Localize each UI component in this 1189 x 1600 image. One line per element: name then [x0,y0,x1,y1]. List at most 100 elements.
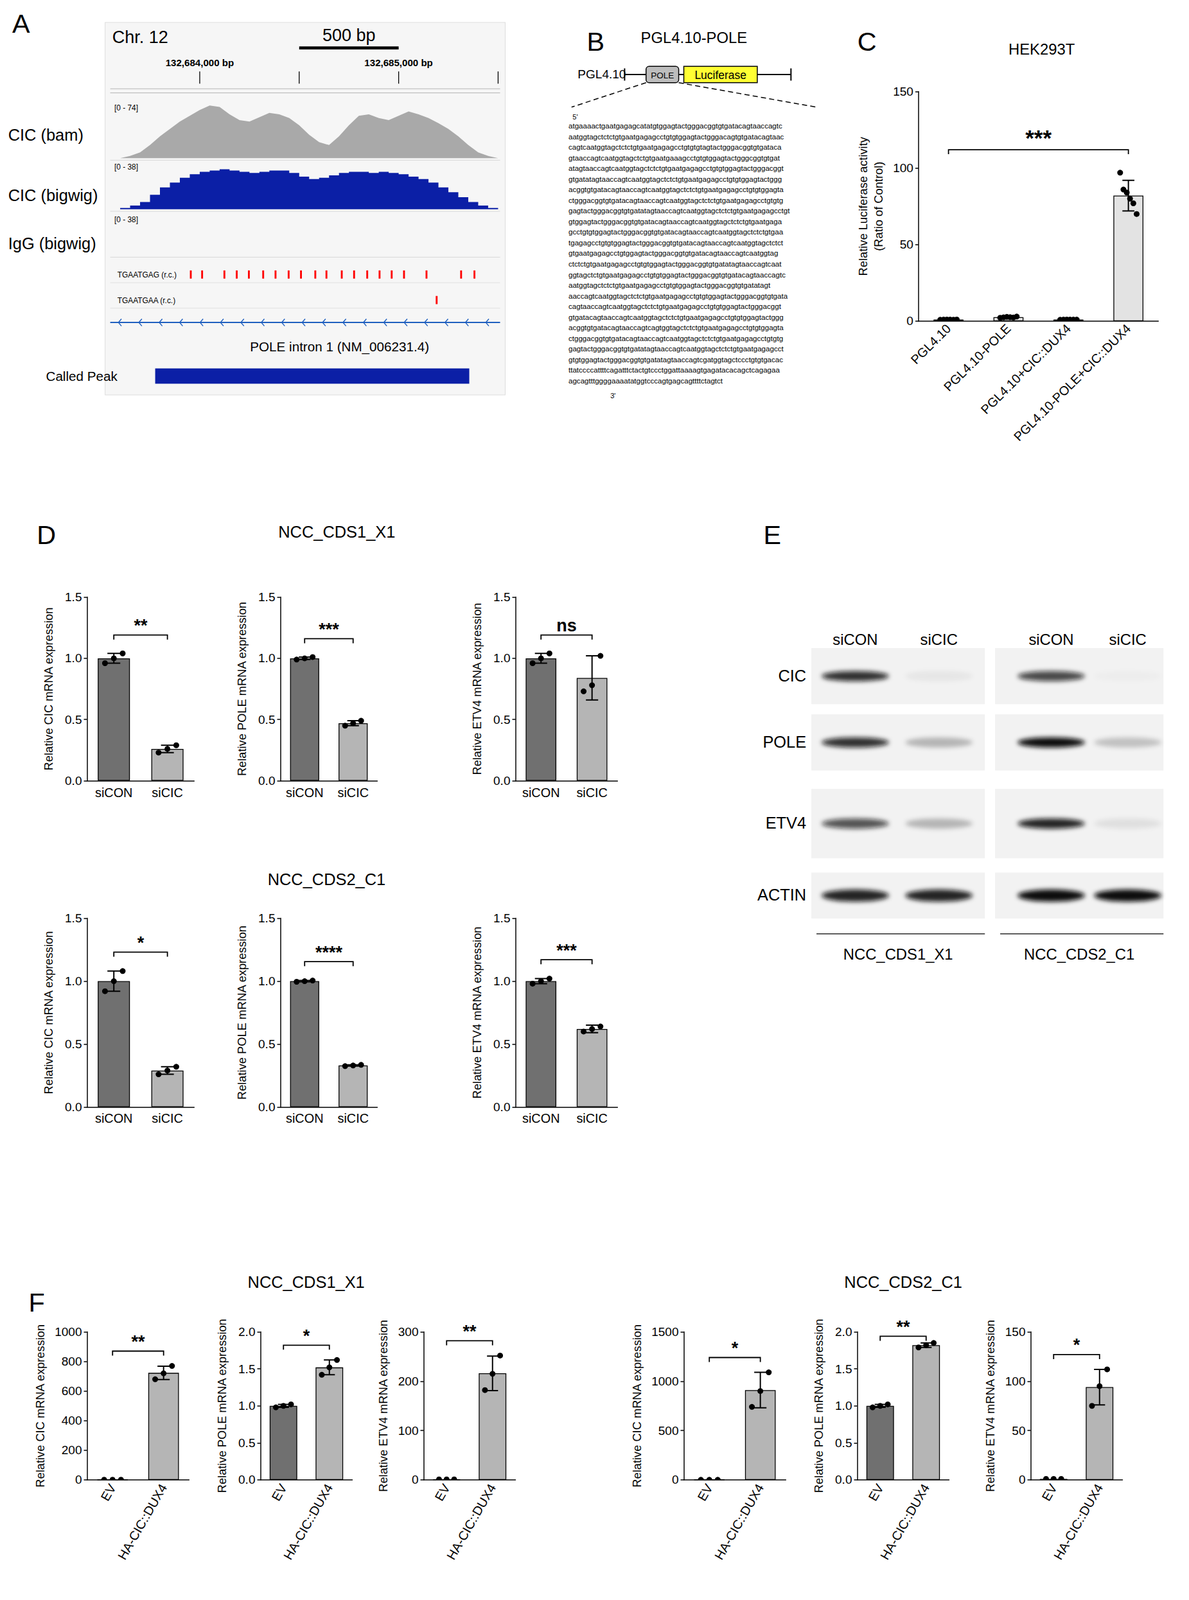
svg-text:PGL4.10-POLE+CIC::DUX4: PGL4.10-POLE+CIC::DUX4 [1011,321,1134,445]
svg-text:1.0: 1.0 [64,974,82,988]
svg-text:50: 50 [1012,1424,1026,1438]
svg-text:gcctgtgtggagtactgggacggtgtgata: gcctgtgtggagtactgggacggtgtgatacagtaaccag… [568,228,784,236]
svg-text:siCON: siCON [95,1111,133,1127]
svg-text:siCIC: siCIC [576,1111,608,1127]
svg-text:POLE: POLE [762,732,807,751]
svg-text:siCON: siCON [285,1111,324,1127]
svg-text:[0 - 38]: [0 - 38] [114,215,139,225]
svg-text:1.0: 1.0 [493,651,511,665]
svg-text:500: 500 [658,1424,679,1438]
svg-text:Relative Luciferase activity: Relative Luciferase activity [856,136,870,277]
svg-text:****: **** [315,942,344,963]
svg-text:Relative POLE mRNA expression: Relative POLE mRNA expression [235,601,249,776]
svg-text:Luciferase: Luciferase [694,68,747,82]
svg-text:gagtactgggacggtgtgatatagtaacca: gagtactgggacggtgtgatatagtaaccagtcaatggta… [568,344,785,353]
svg-text:0.0: 0.0 [493,774,511,788]
svg-text:HEK293T: HEK293T [1008,41,1076,59]
svg-text:ACTIN: ACTIN [757,885,807,904]
svg-text:ttatccccattttcagatttctactgtccc: ttatccccattttcagatttctactgtccctggattaaaa… [568,366,780,374]
svg-text:tgagagcctgtgtggagtactgggacggtg: tgagagcctgtgtggagtactgggacggtgtgatacagta… [568,238,784,247]
svg-text:1.5: 1.5 [493,911,511,925]
svg-text:Relative CIC mRNA expression: Relative CIC mRNA expression [630,1324,644,1488]
svg-text:50: 50 [899,238,914,252]
svg-text:EV: EV [97,1481,119,1504]
svg-text:gagtactgggacggtgtgatatagtaacca: gagtactgggacggtgtgatatagtaaccagtcaatggta… [568,206,791,215]
svg-text:NCC_CDS2_C1: NCC_CDS2_C1 [1023,945,1135,963]
svg-text:0.5: 0.5 [64,1037,82,1051]
svg-text:1.0: 1.0 [258,651,275,665]
svg-text:Relative POLE mRNA expression: Relative POLE mRNA expression [811,1318,826,1493]
svg-text:EV: EV [865,1481,888,1504]
svg-text:A: A [12,8,31,39]
svg-text:ctgggacggtgtgatacagtaaccagtcaa: ctgggacggtgtgatacagtaaccagtcaatggtagctct… [568,334,784,343]
svg-text:siCON: siCON [832,630,878,649]
svg-text:(Ratio of Control): (Ratio of Control) [871,161,886,252]
svg-text:CIC (bigwig): CIC (bigwig) [8,186,99,205]
svg-text:***: *** [319,619,340,640]
svg-text:0.5: 0.5 [835,1436,852,1450]
svg-text:*: * [302,1326,310,1346]
svg-text:5': 5' [572,113,578,121]
svg-text:ns: ns [556,616,577,636]
svg-text:0.5: 0.5 [258,713,275,727]
svg-text:1.0: 1.0 [493,974,511,988]
svg-text:200: 200 [398,1374,419,1389]
svg-text:300: 300 [398,1325,419,1339]
svg-text:PGL4.10-POLE: PGL4.10-POLE [641,28,748,47]
svg-text:NCC_CDS2_C1: NCC_CDS2_C1 [844,1273,963,1292]
svg-text:aaccagtcaatggtagctctctgtgaatga: aaccagtcaatggtagctctctgtgaatgagagcctgtgt… [568,292,789,300]
svg-text:CIC: CIC [777,666,807,685]
svg-text:150: 150 [892,84,914,99]
svg-text:NCC_CDS2_C1: NCC_CDS2_C1 [267,870,387,889]
svg-text:Relative CIC mRNA expression: Relative CIC mRNA expression [41,931,55,1095]
svg-text:TGAATGAG (r.c.): TGAATGAG (r.c.) [117,270,177,280]
svg-text:0.5: 0.5 [238,1436,256,1450]
svg-text:gtggagtactgggacggtgtgatacagtaa: gtggagtactgggacggtgtgatacagtaaccagtcaatg… [568,217,783,226]
svg-text:500 bp: 500 bp [322,25,376,45]
svg-text:[0 - 74]: [0 - 74] [114,103,139,113]
svg-text:siCIC: siCIC [151,1111,184,1127]
svg-text:0.0: 0.0 [238,1472,256,1487]
svg-text:gtgatatagtaaccagtcaatggtagctct: gtgatatagtaaccagtcaatggtagctctctgtgaatga… [568,175,782,184]
svg-text:ETV4: ETV4 [765,813,807,832]
svg-text:Relative ETV4 mRNA expression: Relative ETV4 mRNA expression [470,926,484,1100]
svg-text:0: 0 [411,1472,419,1487]
svg-text:3': 3' [610,391,616,400]
svg-text:NCC_CDS1_X1: NCC_CDS1_X1 [278,522,396,541]
svg-text:siCON: siCON [95,784,133,800]
svg-text:TGAATGAA (r.c.): TGAATGAA (r.c.) [117,296,176,306]
svg-text:***: *** [1025,125,1052,151]
svg-text:atgaaaactgaatgagagcatatgtggagt: atgaaaactgaatgagagcatatgtggagtactgggacgg… [568,122,783,130]
svg-text:200: 200 [61,1443,82,1457]
svg-text:2.0: 2.0 [835,1325,852,1339]
svg-text:siCIC: siCIC [151,784,184,800]
svg-text:1500: 1500 [651,1325,679,1339]
svg-text:0.0: 0.0 [258,1100,275,1114]
svg-text:1.5: 1.5 [258,911,275,925]
svg-text:gtgatacagtaaccagtcaatggtagctct: gtgatacagtaaccagtcaatggtagctctctgtgaatga… [568,313,784,322]
svg-text:CIC (bam): CIC (bam) [8,125,84,144]
svg-text:NCC_CDS1_X1: NCC_CDS1_X1 [247,1273,365,1292]
svg-text:gtgtggagtactgggacggtgtgatatagt: gtgtggagtactgggacggtgtgatatagtaaccagtcga… [568,355,784,364]
svg-text:siCIC: siCIC [920,630,958,649]
svg-text:Relative ETV4 mRNA expression: Relative ETV4 mRNA expression [470,602,484,775]
svg-text:siCON: siCON [522,1111,560,1127]
svg-text:100: 100 [398,1424,419,1438]
svg-text:acggtgtgatacagtaaccagtcaatggta: acggtgtgatacagtaaccagtcaatggtagctctctgtg… [568,185,784,194]
svg-text:HA-CIC::DUX4: HA-CIC::DUX4 [443,1481,499,1563]
svg-text:600: 600 [61,1384,82,1398]
svg-text:siCON: siCON [522,784,560,800]
svg-text:1.0: 1.0 [835,1399,852,1413]
svg-text:1.0: 1.0 [258,974,275,988]
svg-text:acggtgtgatacagtaaccagtcagtggta: acggtgtgatacagtaaccagtcagtggtagctctctgtg… [568,323,784,332]
svg-text:**: ** [131,1332,146,1352]
svg-text:EV: EV [1039,1481,1061,1504]
svg-text:*: * [731,1338,739,1358]
svg-text:**: ** [462,1321,477,1342]
svg-text:HA-CIC::DUX4: HA-CIC::DUX4 [1050,1481,1106,1563]
svg-text:cagtaaccagtcaatggtagctctctgtga: cagtaaccagtcaatggtagctctctgtgaatgagagcct… [568,302,782,311]
svg-text:0: 0 [1018,1472,1026,1487]
svg-text:1.5: 1.5 [835,1362,852,1376]
svg-text:Called Peak: Called Peak [45,368,118,384]
svg-text:HA-CIC::DUX4: HA-CIC::DUX4 [280,1481,336,1563]
